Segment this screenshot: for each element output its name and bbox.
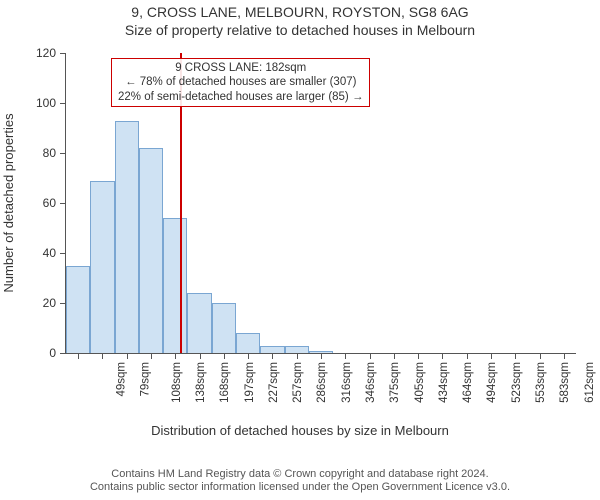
x-tick: [175, 353, 176, 359]
y-tick-label: 60: [43, 196, 66, 210]
x-tick-label: 553sqm: [535, 353, 547, 403]
x-tick-label: 375sqm: [389, 353, 401, 403]
x-tick: [540, 353, 541, 359]
x-tick-label: 346sqm: [365, 353, 377, 403]
x-tick: [418, 353, 419, 359]
x-tick: [394, 353, 395, 359]
x-tick: [151, 353, 152, 359]
y-tick-label: 20: [43, 296, 66, 310]
x-tick-label: 138sqm: [195, 353, 207, 403]
annotation-line: 22% of semi-detached houses are larger (…: [118, 90, 363, 104]
annotation-line: ← 78% of detached houses are smaller (30…: [118, 75, 363, 89]
x-tick: [515, 353, 516, 359]
x-tick-label: 49sqm: [116, 353, 128, 397]
x-tick-label: 197sqm: [243, 353, 255, 403]
x-tick-label: 434sqm: [438, 353, 450, 403]
y-tick-label: 100: [36, 96, 66, 110]
histogram-bar: [187, 293, 211, 353]
x-tick-label: 494sqm: [486, 353, 498, 403]
y-tick-label: 0: [49, 346, 66, 360]
x-tick: [127, 353, 128, 359]
x-tick: [467, 353, 468, 359]
x-tick: [200, 353, 201, 359]
x-tick: [321, 353, 322, 359]
x-tick: [78, 353, 79, 359]
histogram-bar: [212, 303, 236, 353]
x-tick: [248, 353, 249, 359]
x-tick-label: 464sqm: [462, 353, 474, 403]
title-line-2: Size of property relative to detached ho…: [0, 22, 600, 38]
x-tick-label: 286sqm: [316, 353, 328, 403]
histogram-bar: [66, 266, 90, 354]
x-tick: [102, 353, 103, 359]
histogram-bar: [285, 346, 309, 354]
footer-line-1: Contains HM Land Registry data © Crown c…: [0, 468, 600, 481]
x-tick-label: 316sqm: [341, 353, 353, 403]
x-tick: [442, 353, 443, 359]
x-tick: [297, 353, 298, 359]
x-tick-label: 257sqm: [292, 353, 304, 403]
x-tick-label: 405sqm: [413, 353, 425, 403]
y-tick-label: 80: [43, 146, 66, 160]
x-tick-label: 108sqm: [171, 353, 183, 403]
y-axis-label: Number of detached properties: [1, 113, 16, 292]
x-tick-label: 523sqm: [511, 353, 523, 403]
footer-attribution: Contains HM Land Registry data © Crown c…: [0, 468, 600, 494]
x-tick: [491, 353, 492, 359]
x-axis-label: Distribution of detached houses by size …: [0, 423, 600, 438]
x-tick-label: 583sqm: [559, 353, 571, 403]
x-tick-label: 168sqm: [219, 353, 231, 403]
x-tick: [272, 353, 273, 359]
annotation-box: 9 CROSS LANE: 182sqm← 78% of detached ho…: [111, 58, 370, 107]
histogram-bar: [236, 333, 260, 353]
histogram-bar: [163, 218, 187, 353]
annotation-line: 9 CROSS LANE: 182sqm: [118, 61, 363, 75]
y-tick-label: 40: [43, 246, 66, 260]
x-tick-label: 227sqm: [268, 353, 280, 403]
x-tick-label: 612sqm: [583, 353, 595, 403]
x-tick: [564, 353, 565, 359]
footer-line-2: Contains public sector information licen…: [0, 481, 600, 494]
histogram-bar: [115, 121, 139, 354]
title-line-1: 9, CROSS LANE, MELBOURN, ROYSTON, SG8 6A…: [0, 4, 600, 20]
x-tick: [345, 353, 346, 359]
histogram-bar: [260, 346, 284, 354]
histogram-bar: [90, 181, 114, 354]
x-tick: [224, 353, 225, 359]
chart-plot-area: 02040608010012049sqm79sqm108sqm138sqm168…: [65, 53, 576, 354]
y-tick-label: 120: [36, 46, 66, 60]
histogram-bar: [139, 148, 163, 353]
x-tick-label: 79sqm: [140, 353, 152, 397]
x-tick: [370, 353, 371, 359]
